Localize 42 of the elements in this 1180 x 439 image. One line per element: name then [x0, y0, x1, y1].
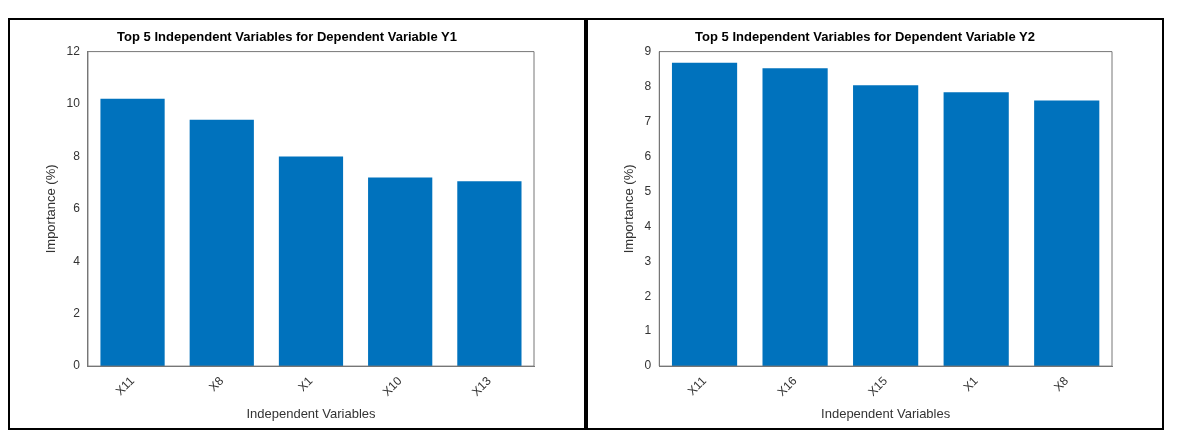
y-tick-label: 6 — [644, 148, 652, 163]
y-tick-label: 7 — [644, 113, 652, 128]
bar — [671, 62, 738, 367]
bar — [100, 98, 165, 367]
y-tick-label: 1 — [644, 323, 652, 338]
x-axis-title: Independent Variables — [246, 405, 377, 421]
bar — [943, 92, 1009, 367]
bar — [368, 177, 433, 367]
x-tick-label: X13 — [468, 373, 495, 399]
x-tick-label: X8 — [205, 373, 227, 395]
y-tick-label: 6 — [73, 201, 81, 216]
chart-title: Top 5 Independent Variables for Dependent Variable Y2 — [695, 29, 1035, 45]
bar — [1034, 100, 1100, 367]
bar — [762, 68, 828, 367]
x-tick-label: X11 — [112, 373, 138, 399]
y-tick-label: 12 — [66, 43, 81, 58]
bar — [853, 85, 919, 367]
bar — [189, 119, 254, 367]
bar — [457, 181, 522, 367]
x-tick-label: X8 — [1050, 373, 1072, 395]
y-axis-title: Importance (%) — [43, 164, 59, 254]
y-tick-label: 8 — [73, 148, 81, 163]
y-tick-label: 5 — [644, 183, 652, 198]
bar — [278, 156, 344, 367]
y-tick-label: 10 — [66, 96, 81, 111]
x-tick-label: X1 — [295, 373, 316, 395]
y-tick-label: 0 — [73, 358, 81, 373]
y-tick-label: 2 — [644, 288, 652, 303]
y-tick-label: 4 — [644, 218, 652, 233]
y-tick-label: 2 — [73, 306, 81, 321]
x-tick-label: X10 — [379, 373, 405, 399]
y-tick-label: 0 — [644, 358, 652, 373]
y-tick-label: 8 — [644, 78, 652, 93]
y-tick-label: 9 — [644, 43, 652, 58]
x-tick-label: X11 — [684, 373, 710, 399]
x-tick-label: X16 — [774, 373, 800, 399]
y-tick-label: 4 — [73, 253, 81, 268]
chart-title: Top 5 Independent Variables for Dependent Variable Y1 — [117, 29, 457, 45]
y-tick-label: 3 — [644, 253, 652, 268]
y-axis-title: Importance (%) — [621, 164, 637, 254]
x-axis-title: Independent Variables — [821, 405, 951, 421]
x-tick-label: X1 — [960, 373, 981, 395]
